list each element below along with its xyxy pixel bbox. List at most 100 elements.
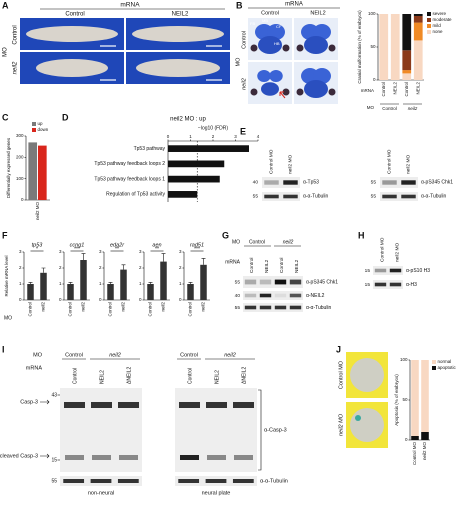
y-axis-label: Apoptosis (% of embryos)	[394, 374, 399, 426]
panel-letter: C	[2, 112, 9, 122]
bar	[80, 260, 87, 300]
error-bar	[41, 267, 46, 273]
mw-marker: 15	[51, 457, 57, 463]
bar-segment	[402, 73, 412, 80]
embryo	[350, 358, 384, 392]
error-bar	[28, 282, 33, 284]
legend-label: down	[38, 127, 49, 132]
header: mRNA	[285, 2, 303, 8]
group-label: Control	[65, 352, 83, 358]
legend-label: severe	[433, 11, 447, 16]
x-tick-label: neil2	[121, 302, 126, 312]
band	[289, 305, 302, 310]
embryo	[132, 26, 224, 42]
lane-label: NEIL2	[294, 259, 300, 273]
band	[382, 180, 397, 185]
band	[401, 194, 416, 199]
x-tick-label: 4	[257, 134, 260, 139]
chart-title: tp53	[32, 242, 44, 248]
x-tick-label: Control	[381, 82, 386, 97]
x-tick-label: 0	[167, 134, 170, 139]
brain	[269, 70, 283, 82]
tissue-label: neural plate	[202, 490, 231, 496]
blot	[380, 192, 418, 201]
mw-marker: 55	[235, 279, 241, 285]
embryo	[36, 59, 108, 77]
y-tick-label: 0	[139, 297, 142, 302]
y-tick-label: 3	[19, 249, 22, 254]
lane-label: Control	[187, 368, 193, 384]
column-label: NEIL2	[310, 10, 325, 16]
arrow	[40, 399, 50, 459]
band	[259, 305, 272, 310]
brain	[267, 24, 285, 40]
legend-swatch	[32, 128, 36, 132]
x-tick-label: Control	[148, 302, 153, 317]
bar	[168, 145, 249, 152]
y-tick-label: 0	[373, 77, 376, 82]
y-tick-label: 50	[370, 44, 376, 49]
region-label: CF	[276, 24, 282, 29]
y-axis-label: Relative mRNA level	[4, 255, 9, 296]
y-axis-label: Differentially expressed genes	[6, 137, 11, 198]
panel-letter: I	[2, 344, 5, 354]
y-tick-label: 1	[59, 281, 62, 286]
legend-label: apoptotic	[438, 365, 457, 370]
region-label: FB	[250, 21, 255, 26]
legend-label: moderate	[433, 17, 453, 22]
bar-segment	[390, 14, 400, 80]
row-label: mRNA	[225, 259, 240, 265]
panel-letter: A	[2, 0, 9, 10]
antibody-label: α-α-Tubulin	[421, 193, 447, 199]
band	[232, 479, 254, 483]
row-label: MO	[232, 239, 240, 245]
blot	[373, 280, 403, 289]
band	[178, 479, 200, 483]
row-label: mRNA	[361, 88, 374, 93]
x-tick-label: Control	[68, 302, 73, 317]
side-title: MO	[3, 47, 9, 57]
mw-marker: 40	[253, 179, 259, 185]
x-tick-label: Control	[108, 302, 113, 317]
panel-letter: F	[2, 230, 8, 240]
band	[207, 455, 226, 460]
chart-title: eda2r	[110, 242, 125, 248]
panel-letter: G	[222, 230, 229, 240]
brain	[258, 36, 282, 54]
tissue-label: non-neural	[88, 490, 114, 496]
band	[274, 293, 287, 298]
column-label: Control	[65, 12, 84, 18]
antibody-label: α-α-Tubulin	[303, 193, 329, 199]
group-label: neil2	[224, 352, 236, 358]
antibody-label: α-pS10 H3	[406, 268, 430, 274]
bar-segment	[421, 360, 429, 432]
band	[401, 180, 416, 185]
band	[244, 279, 257, 285]
x-tick-label: Control	[188, 302, 193, 317]
x-tick-label: 3	[234, 134, 237, 139]
y-tick-label: 3	[99, 249, 102, 254]
bar-segment	[421, 432, 429, 440]
error-bar	[68, 282, 73, 284]
y-tick-label: 2	[179, 265, 182, 270]
lane-label: Control	[279, 258, 285, 273]
x-tick-label: Control MO	[412, 442, 417, 466]
brain	[313, 68, 331, 84]
bar	[160, 261, 167, 300]
x-tick-label: neil2	[161, 302, 166, 312]
chart-title: ccng1	[70, 242, 85, 248]
mw-marker: 55	[371, 193, 377, 199]
brain	[261, 82, 279, 96]
bar	[28, 142, 38, 200]
band	[179, 402, 200, 408]
bar-segment	[402, 14, 412, 51]
error-bar	[188, 282, 193, 284]
y-tick-label: 0	[99, 297, 102, 302]
lane-label: NEIL2	[214, 370, 220, 384]
band	[92, 455, 111, 460]
significance: **	[155, 246, 159, 252]
lane-label: NEIL2	[264, 259, 270, 273]
bar-segment	[413, 22, 423, 41]
brain	[313, 24, 331, 40]
